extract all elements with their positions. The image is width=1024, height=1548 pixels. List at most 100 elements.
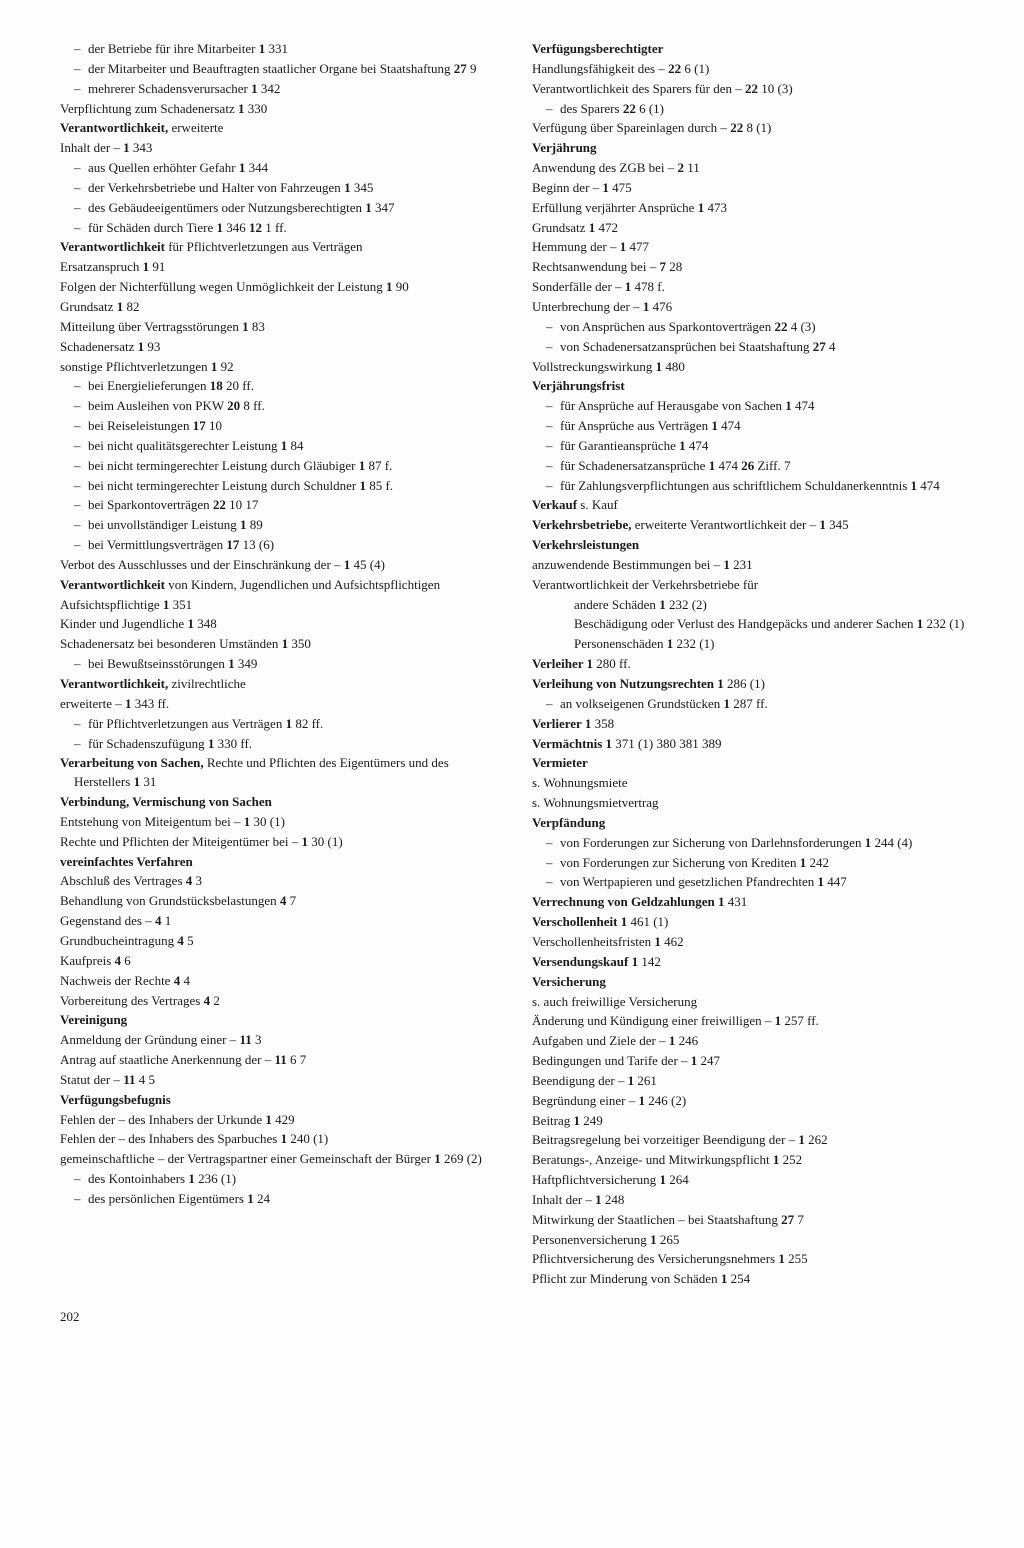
index-entry: des persönlichen Eigentümers 1 24 bbox=[60, 1190, 502, 1210]
index-entry: Antrag auf staatliche Anerkennung der – … bbox=[60, 1051, 502, 1071]
index-entry: Rechte und Pflichten der Miteigentümer b… bbox=[60, 833, 502, 853]
index-entry: Versendungskauf 1 142 bbox=[532, 953, 974, 973]
index-entry: Verantwortlichkeit des Sparers für den –… bbox=[532, 80, 974, 100]
index-entry: Fehlen der – des Inhabers des Sparbuches… bbox=[60, 1130, 502, 1150]
index-entry: Vollstreckungswirkung 1 480 bbox=[532, 358, 974, 378]
index-entry: von Forderungen zur Sicherung von Darleh… bbox=[532, 834, 974, 854]
index-entry: Ersatzanspruch 1 91 bbox=[60, 258, 502, 278]
index-entry: für Schadenszufügung 1 330 ff. bbox=[60, 735, 502, 755]
index-entry: Verlierer 1 358 bbox=[532, 715, 974, 735]
index-entry: Haftpflichtversicherung 1 264 bbox=[532, 1171, 974, 1191]
index-entry: von Ansprüchen aus Sparkontoverträgen 22… bbox=[532, 318, 974, 338]
index-entry: Erfüllung verjährter Ansprüche 1 473 bbox=[532, 199, 974, 219]
index-entry: Grundbucheintragung 4 5 bbox=[60, 932, 502, 952]
index-entry: Personenschäden 1 232 (1) bbox=[532, 635, 974, 655]
index-entry: aus Quellen erhöhter Gefahr 1 344 bbox=[60, 159, 502, 179]
index-entry: Begründung einer – 1 246 (2) bbox=[532, 1092, 974, 1112]
index-entry: des Gebäudeeigentümers oder Nutzungsbere… bbox=[60, 199, 502, 219]
index-entry: Nachweis der Rechte 4 4 bbox=[60, 972, 502, 992]
index-entry: bei Sparkontoverträgen 22 10 17 bbox=[60, 496, 502, 516]
index-entry: der Betriebe für ihre Mitarbeiter 1 331 bbox=[60, 40, 502, 60]
index-entry: Vorbereitung des Vertrages 4 2 bbox=[60, 992, 502, 1012]
index-entry: mehrerer Schadensverursacher 1 342 bbox=[60, 80, 502, 100]
index-entry: Verpflichtung zum Schadenersatz 1 330 bbox=[60, 100, 502, 120]
index-entry: Aufgaben und Ziele der – 1 246 bbox=[532, 1032, 974, 1052]
index-entry: Verantwortlichkeit der Verkehrsbetriebe … bbox=[532, 576, 974, 596]
index-entry: Inhalt der – 1 343 bbox=[60, 139, 502, 159]
index-entry: Grundsatz 1 82 bbox=[60, 298, 502, 318]
index-entry: erweiterte – 1 343 ff. bbox=[60, 695, 502, 715]
index-entry: Verleiher 1 280 ff. bbox=[532, 655, 974, 675]
index-entry: s. auch freiwillige Versicherung bbox=[532, 993, 974, 1013]
right-column: VerfügungsberechtigterHandlungsfähigkeit… bbox=[532, 40, 974, 1290]
index-entry: für Ansprüche auf Herausgabe von Sachen … bbox=[532, 397, 974, 417]
index-entry: Schadenersatz 1 93 bbox=[60, 338, 502, 358]
index-entry: für Pflichtverletzungen aus Verträgen 1 … bbox=[60, 715, 502, 735]
index-entry: Verkehrsleistungen bbox=[532, 536, 974, 556]
index-entry: Schadenersatz bei besonderen Umständen 1… bbox=[60, 635, 502, 655]
index-entry: für Ansprüche aus Verträgen 1 474 bbox=[532, 417, 974, 437]
index-entry: Entstehung von Miteigentum bei – 1 30 (1… bbox=[60, 813, 502, 833]
index-entry: vereinfachtes Verfahren bbox=[60, 853, 502, 873]
index-entry: für Garantieansprüche 1 474 bbox=[532, 437, 974, 457]
page-number: 202 bbox=[60, 1308, 974, 1327]
index-entry: Änderung und Kündigung einer freiwillige… bbox=[532, 1012, 974, 1032]
index-entry: Vermächtnis 1 371 (1) 380 381 389 bbox=[532, 735, 974, 755]
index-entry: Behandlung von Grundstücksbelastungen 4 … bbox=[60, 892, 502, 912]
index-entry: Beginn der – 1 475 bbox=[532, 179, 974, 199]
index-entry: Verarbeitung von Sachen, Rechte und Pfli… bbox=[60, 754, 502, 793]
index-entry: Verbindung, Vermischung von Sachen bbox=[60, 793, 502, 813]
index-entry: Beendigung der – 1 261 bbox=[532, 1072, 974, 1092]
index-entry: Verfügungsbefugnis bbox=[60, 1091, 502, 1111]
index-entry: bei Vermittlungsverträgen 17 13 (6) bbox=[60, 536, 502, 556]
index-entry: bei nicht termingerechter Leistung durch… bbox=[60, 457, 502, 477]
index-entry: für Zahlungsverpflichtungen aus schriftl… bbox=[532, 477, 974, 497]
index-entry: Rechtsanwendung bei – 7 28 bbox=[532, 258, 974, 278]
index-entry: Verantwortlichkeit, zivilrechtliche bbox=[60, 675, 502, 695]
index-columns: der Betriebe für ihre Mitarbeiter 1 331 d… bbox=[60, 40, 974, 1290]
index-entry: Personenversicherung 1 265 bbox=[532, 1231, 974, 1251]
index-entry: Verrechnung von Geldzahlungen 1 431 bbox=[532, 893, 974, 913]
index-entry: Sonderfälle der – 1 478 f. bbox=[532, 278, 974, 298]
index-entry: Verbot des Ausschlusses und der Einschrä… bbox=[60, 556, 502, 576]
index-entry: Verjährung bbox=[532, 139, 974, 159]
index-entry: Aufsichtspflichtige 1 351 bbox=[60, 596, 502, 616]
index-entry: s. Wohnungsmiete bbox=[532, 774, 974, 794]
index-entry: für Schäden durch Tiere 1 346 12 1 ff. bbox=[60, 219, 502, 239]
left-column: der Betriebe für ihre Mitarbeiter 1 331 d… bbox=[60, 40, 502, 1290]
index-entry: Verschollenheitsfristen 1 462 bbox=[532, 933, 974, 953]
index-entry: Mitteilung über Vertragsstörungen 1 83 bbox=[60, 318, 502, 338]
index-entry: Grundsatz 1 472 bbox=[532, 219, 974, 239]
index-entry: des Kontoinhabers 1 236 (1) bbox=[60, 1170, 502, 1190]
index-entry: bei nicht qualitätsgerechter Leistung 1 … bbox=[60, 437, 502, 457]
index-entry: Verantwortlichkeit, erweiterte bbox=[60, 119, 502, 139]
index-entry: Verkehrsbetriebe, erweiterte Verantwortl… bbox=[532, 516, 974, 536]
index-entry: von Schadenersatzansprüchen bei Staatsha… bbox=[532, 338, 974, 358]
index-entry: Kaufpreis 4 6 bbox=[60, 952, 502, 972]
index-entry: Versicherung bbox=[532, 973, 974, 993]
index-entry: Beschädigung oder Verlust des Handgepäck… bbox=[532, 615, 974, 635]
index-entry: Verfügungsberechtigter bbox=[532, 40, 974, 60]
index-entry: Fehlen der – des Inhabers der Urkunde 1 … bbox=[60, 1111, 502, 1131]
index-entry: von Forderungen zur Sicherung von Kredit… bbox=[532, 854, 974, 874]
index-entry: des Sparers 22 6 (1) bbox=[532, 100, 974, 120]
index-entry: s. Wohnungsmietvertrag bbox=[532, 794, 974, 814]
index-entry: Verjährungsfrist bbox=[532, 377, 974, 397]
index-entry: Handlungsfähigkeit des – 22 6 (1) bbox=[532, 60, 974, 80]
index-entry: bei unvollständiger Leistung 1 89 bbox=[60, 516, 502, 536]
index-entry: gemeinschaftliche – der Vertragspartner … bbox=[60, 1150, 502, 1170]
index-entry: der Verkehrsbetriebe und Halter von Fahr… bbox=[60, 179, 502, 199]
index-entry: Beitrag 1 249 bbox=[532, 1112, 974, 1132]
index-entry: Bedingungen und Tarife der – 1 247 bbox=[532, 1052, 974, 1072]
index-entry: Folgen der Nichterfüllung wegen Unmöglic… bbox=[60, 278, 502, 298]
index-entry: Anwendung des ZGB bei – 2 11 bbox=[532, 159, 974, 179]
index-entry: andere Schäden 1 232 (2) bbox=[532, 596, 974, 616]
index-entry: Verantwortlichkeit von Kindern, Jugendli… bbox=[60, 576, 502, 596]
index-entry: beim Ausleihen von PKW 20 8 ff. bbox=[60, 397, 502, 417]
index-entry: an volkseigenen Grundstücken 1 287 ff. bbox=[532, 695, 974, 715]
index-entry: Verfügung über Spareinlagen durch – 22 8… bbox=[532, 119, 974, 139]
index-entry: anzuwendende Bestimmungen bei – 1 231 bbox=[532, 556, 974, 576]
index-entry: sonstige Pflichtverletzungen 1 92 bbox=[60, 358, 502, 378]
index-entry: bei Energielieferungen 18 20 ff. bbox=[60, 377, 502, 397]
index-entry: Vereinigung bbox=[60, 1011, 502, 1031]
